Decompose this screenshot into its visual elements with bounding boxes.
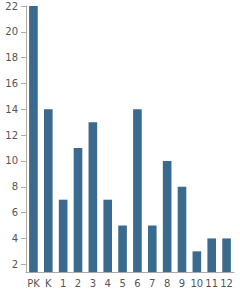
svg-text:4: 4 <box>12 233 18 244</box>
svg-text:11: 11 <box>205 278 218 289</box>
svg-text:1: 1 <box>60 278 66 289</box>
svg-text:8: 8 <box>12 181 18 192</box>
svg-text:8: 8 <box>164 278 170 289</box>
svg-text:12: 12 <box>5 130 18 141</box>
svg-text:18: 18 <box>5 52 18 63</box>
svg-text:PK: PK <box>27 278 40 289</box>
svg-text:6: 6 <box>134 278 140 289</box>
svg-text:K: K <box>45 278 52 289</box>
svg-text:14: 14 <box>5 104 18 115</box>
svg-text:4: 4 <box>105 278 111 289</box>
svg-text:3: 3 <box>90 278 96 289</box>
svg-text:20: 20 <box>5 26 18 37</box>
svg-text:5: 5 <box>119 278 125 289</box>
svg-text:2: 2 <box>12 259 18 270</box>
svg-text:6: 6 <box>12 207 18 218</box>
svg-text:10: 10 <box>5 155 18 166</box>
svg-text:10: 10 <box>190 278 203 289</box>
svg-text:9: 9 <box>179 278 185 289</box>
svg-text:12: 12 <box>220 278 233 289</box>
svg-text:2: 2 <box>75 278 81 289</box>
svg-text:22: 22 <box>5 1 18 12</box>
svg-text:16: 16 <box>5 78 18 89</box>
svg-text:7: 7 <box>149 278 155 289</box>
